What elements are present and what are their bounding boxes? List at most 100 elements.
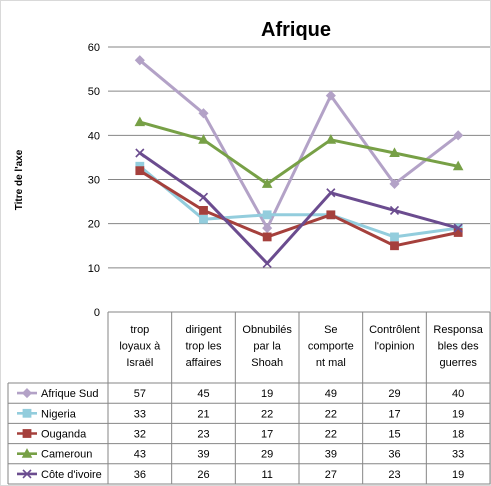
category-label: loyaux à	[119, 341, 161, 353]
data-point	[134, 55, 145, 66]
series-line	[138, 151, 459, 265]
legend-key-marker	[21, 448, 33, 458]
table-cell: 22	[261, 408, 273, 420]
table-cell: 39	[325, 449, 337, 461]
data-point	[389, 205, 400, 215]
table-cell: 36	[388, 449, 400, 461]
data-point	[261, 178, 273, 188]
y-tick-label: 60	[88, 42, 100, 54]
table-cell: 23	[388, 469, 400, 481]
y-axis-title: Titre de l'axe	[14, 149, 25, 210]
data-point	[452, 160, 464, 171]
data-point	[390, 241, 399, 251]
category-label: trop les	[185, 341, 222, 353]
data-point	[199, 214, 208, 224]
category-label: guerres	[440, 357, 478, 369]
y-tick-label: 50	[88, 86, 100, 98]
series-line	[139, 120, 459, 186]
table-cell: 19	[452, 469, 464, 481]
legend-key-marker	[21, 388, 33, 399]
data-point	[453, 228, 463, 237]
table-cell: 29	[388, 388, 400, 400]
category-label: trop	[130, 324, 149, 336]
data-point	[262, 232, 272, 242]
data-table: trop loyaux à Israël dirigent trop les affair…	[7, 312, 491, 485]
legend-key-marker	[22, 408, 32, 418]
category-label: l'opinion	[374, 341, 414, 353]
data-point	[325, 90, 336, 101]
table-cell: 19	[261, 388, 273, 400]
category-label: dirigent	[185, 324, 221, 336]
table-cell: 33	[134, 408, 146, 420]
data-point	[198, 108, 209, 119]
y-tick-label: 10	[88, 263, 100, 275]
table-cell: 26	[197, 469, 209, 481]
category-label: Responsa	[433, 324, 483, 336]
category-label: par la	[253, 341, 281, 353]
data-point	[262, 210, 272, 220]
series-name: Nigeria	[41, 408, 77, 420]
data-point	[453, 223, 463, 233]
series-name: Cameroun	[41, 449, 92, 461]
table-cell: 49	[325, 388, 337, 400]
table-cell: 40	[452, 388, 464, 400]
series-name: Côte d'ivoire	[41, 469, 102, 481]
data-point	[326, 188, 336, 198]
category-label: comporte	[308, 341, 354, 353]
category-label: Se	[324, 324, 337, 336]
y-tick-labels: 0 10 20 30 40 50 60	[88, 42, 100, 319]
series-name: Afrique Sud	[41, 388, 98, 400]
table-cell: 29	[261, 449, 273, 461]
table-cell: 22	[325, 429, 337, 441]
data-point	[135, 166, 145, 176]
category-label: Contrôlent	[369, 324, 420, 336]
data-point	[325, 134, 337, 144]
data-point	[390, 232, 399, 242]
category-label: affaires	[186, 357, 222, 369]
table-cell: 32	[134, 429, 146, 441]
data-point	[134, 116, 146, 127]
legend-key	[17, 408, 37, 418]
table-cell: 57	[134, 388, 146, 400]
table-cell: 18	[452, 429, 464, 441]
table-cell: 43	[134, 449, 146, 461]
category-label: Shoah	[251, 357, 283, 369]
y-tick-label: 40	[88, 130, 100, 142]
table-cell: 33	[452, 449, 464, 461]
legend-key-marker	[22, 429, 32, 438]
series-lines	[134, 55, 464, 268]
series-name: Ouganda	[41, 429, 87, 441]
data-point	[389, 147, 400, 158]
y-tick-label: 30	[88, 175, 100, 187]
legend-key	[17, 429, 37, 438]
category-label: bles des	[438, 341, 479, 353]
series-line	[138, 165, 459, 239]
category-label: Israël	[126, 357, 153, 369]
table-cell: 45	[197, 388, 209, 400]
legend-key	[17, 469, 37, 479]
data-point	[135, 148, 145, 158]
table-cell: 11	[261, 469, 272, 481]
legend-key	[17, 448, 37, 458]
table-cell: 27	[325, 469, 337, 481]
legend-key-marker	[22, 469, 32, 479]
data-point	[198, 192, 209, 202]
y-tick-label: 0	[94, 307, 100, 319]
table-cell: 23	[197, 429, 209, 441]
data-point	[262, 258, 272, 268]
series	[134, 116, 464, 188]
table-cell: 22	[325, 408, 337, 420]
table-cell: 17	[388, 408, 400, 420]
data-point	[198, 134, 209, 144]
table-cell: 36	[134, 469, 146, 481]
table-cell: 39	[197, 449, 209, 461]
table-cell: 21	[197, 408, 209, 420]
table-cell: 15	[388, 429, 400, 441]
data-point	[389, 178, 400, 189]
series-line	[139, 169, 459, 248]
category-label: Obnubilés	[242, 324, 292, 336]
legend-key	[17, 388, 37, 399]
table-cell: 19	[452, 408, 464, 420]
category-label: nt mal	[316, 357, 346, 369]
